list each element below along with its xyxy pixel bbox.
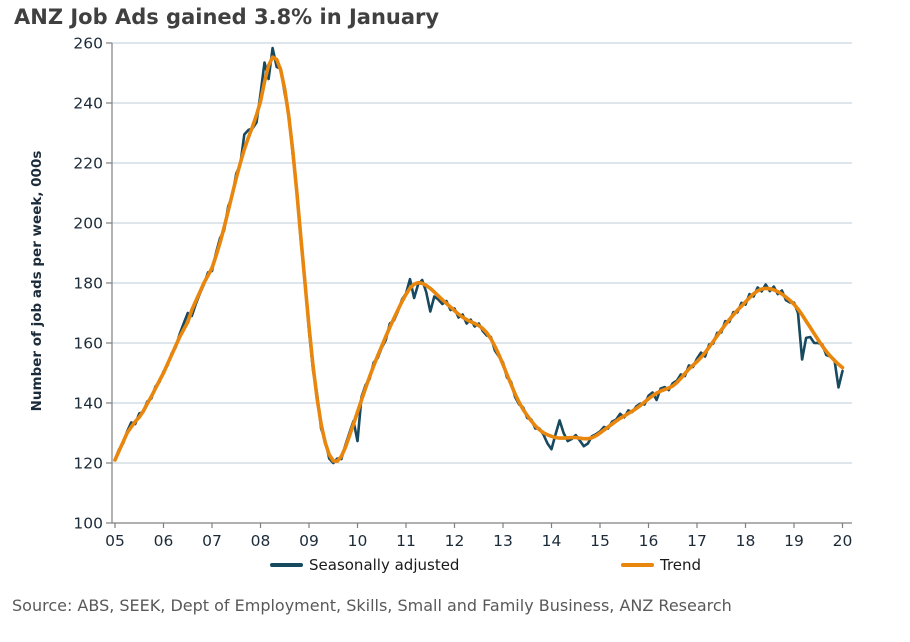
trend-line-swatch bbox=[621, 563, 654, 567]
y-tick-label: 140 bbox=[73, 395, 103, 413]
x-tick-label: 12 bbox=[445, 532, 465, 550]
trend-line bbox=[113, 55, 845, 464]
legend-label-trend: Trend bbox=[660, 556, 702, 574]
x-tick-label: 10 bbox=[348, 532, 368, 550]
x-tick-label: 14 bbox=[542, 532, 562, 550]
y-tick-label: 160 bbox=[73, 335, 103, 353]
x-tick-label: 09 bbox=[299, 532, 319, 550]
x-tick-label: 15 bbox=[590, 532, 610, 550]
x-tick-label: 07 bbox=[202, 532, 222, 550]
y-tick-label: 120 bbox=[73, 455, 103, 473]
legend-label-seasonally-adjusted: Seasonally adjusted bbox=[309, 556, 460, 574]
chart-canvas: 100 120 140 160 180 200 220 240 260 05 06 07 08 09 10 1… bbox=[73, 35, 853, 551]
x-tick-label: 20 bbox=[833, 532, 853, 550]
y-tick-label: 260 bbox=[73, 35, 103, 53]
legend-item-trend: Trend bbox=[621, 555, 701, 575]
x-tick-label: 13 bbox=[493, 532, 513, 550]
x-tick-label: 08 bbox=[251, 532, 271, 550]
x-tick-label: 06 bbox=[154, 532, 174, 550]
chart-title: ANZ Job Ads gained 3.8% in January bbox=[14, 5, 440, 29]
y-axis-title: Number of job ads per week, 000s bbox=[29, 150, 45, 412]
x-tick-label: 18 bbox=[736, 532, 756, 550]
x-tick-label: 17 bbox=[687, 532, 707, 550]
x-tick-label: 11 bbox=[396, 532, 416, 550]
y-tick-label: 220 bbox=[73, 155, 103, 173]
y-tick-label: 200 bbox=[73, 215, 103, 233]
legend-item-seasonally-adjusted: Seasonally adjusted bbox=[270, 555, 459, 575]
y-tick-label: 180 bbox=[73, 275, 103, 293]
y-tick-label: 100 bbox=[73, 515, 103, 533]
seasonally-adjusted-line-swatch bbox=[270, 563, 303, 567]
x-tick-label: 16 bbox=[639, 532, 659, 550]
y-tick-label: 240 bbox=[73, 95, 103, 113]
x-tick-label: 19 bbox=[784, 532, 804, 550]
seasonally-adjusted-line bbox=[113, 46, 844, 465]
chart-area: 100 120 140 160 180 200 220 240 260 05 06 07 08 09 10 1… bbox=[29, 35, 853, 575]
x-tick-label: 05 bbox=[105, 532, 125, 550]
source-note: Source: ABS, SEEK, Dept of Employment, S… bbox=[12, 596, 732, 615]
